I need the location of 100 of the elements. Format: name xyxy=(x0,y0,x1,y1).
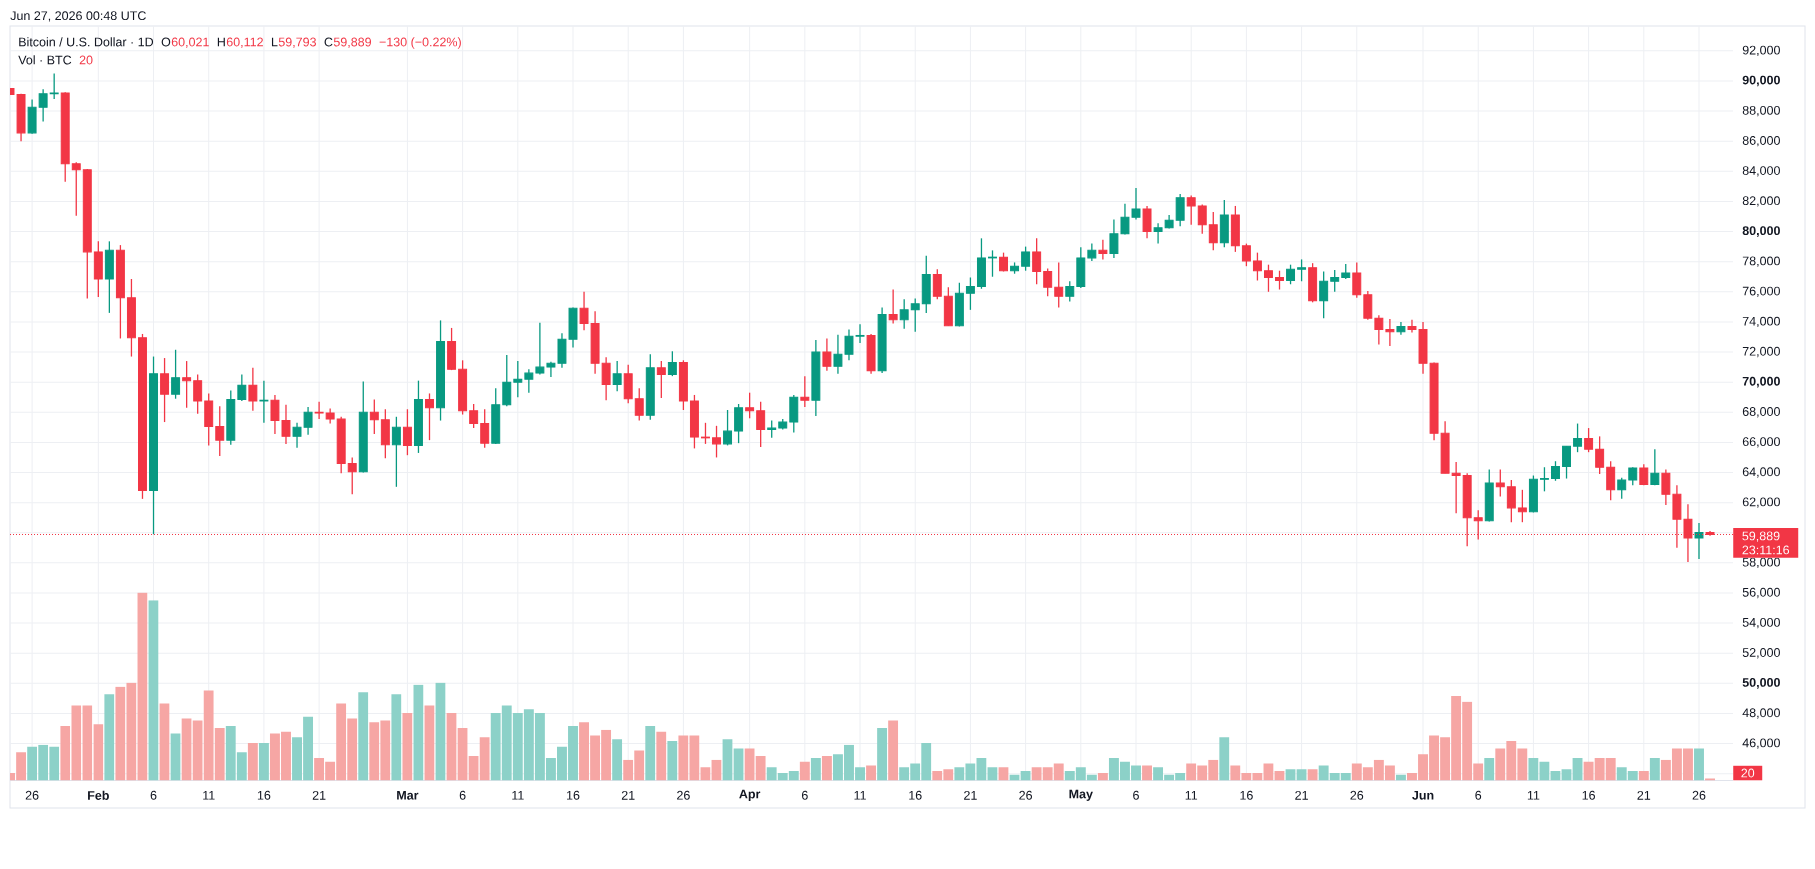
y-tick-label: 50,000 xyxy=(1742,678,1780,689)
candlestick xyxy=(1595,435,1605,475)
candlestick xyxy=(932,268,942,300)
text: 23:11:16 xyxy=(1742,545,1790,555)
candlestick xyxy=(1551,460,1560,482)
bar xyxy=(214,727,225,781)
candlestick xyxy=(667,350,677,377)
candlestick xyxy=(1032,237,1042,285)
candlestick xyxy=(1573,422,1583,453)
y-tick-label: 48,000 xyxy=(1742,708,1780,719)
annotation: 60,021 xyxy=(171,37,209,48)
candlestick xyxy=(182,360,192,409)
x-tick-label: 16 xyxy=(1582,790,1595,800)
bar xyxy=(192,720,203,781)
ref-line-label: 59,889 xyxy=(1742,531,1780,542)
candlestick xyxy=(822,337,832,372)
candlestick xyxy=(193,373,203,415)
bar xyxy=(1097,772,1108,781)
annotation: 59,793 xyxy=(278,37,316,48)
candlestick xyxy=(745,392,755,419)
x-tick-label: Apr xyxy=(739,789,761,801)
bar xyxy=(1031,767,1042,781)
annotation: 60,112 xyxy=(226,37,263,48)
bar xyxy=(479,737,490,781)
candlestick xyxy=(899,298,909,330)
candlestick xyxy=(1175,193,1185,227)
candlestick xyxy=(347,456,357,495)
candlestick xyxy=(425,392,434,441)
candlestick xyxy=(171,349,181,400)
candlestick xyxy=(1330,269,1340,293)
x-tick-label: 21 xyxy=(621,790,635,800)
bar xyxy=(645,726,656,781)
x-tick-label: 6 xyxy=(1475,790,1482,800)
candlestick xyxy=(1275,270,1284,291)
text: Bitcoin / U.S. Dollar · 1D xyxy=(19,37,154,47)
annotation: 59,889 xyxy=(333,37,372,48)
y-tick-label: 54,000 xyxy=(1742,617,1780,629)
candlestick xyxy=(259,379,269,424)
candlestick xyxy=(1628,466,1638,486)
candlestick xyxy=(215,405,225,457)
y-tick-label: 62,000 xyxy=(1742,497,1780,508)
bar xyxy=(16,752,27,781)
bar xyxy=(413,684,424,781)
bar xyxy=(1318,765,1329,781)
candlestick xyxy=(38,88,48,123)
x-tick-label: 11 xyxy=(854,790,866,800)
y-tick-label: 64,000 xyxy=(1742,467,1780,478)
bar xyxy=(799,761,810,781)
bar xyxy=(225,726,236,781)
bar xyxy=(137,592,148,781)
candlestick xyxy=(723,409,733,447)
candlestick xyxy=(756,401,766,448)
bar xyxy=(1649,757,1660,781)
candlestick xyxy=(1374,314,1384,346)
x-tick-label: 21 xyxy=(1295,790,1308,800)
x-tick-label: 26 xyxy=(677,790,690,800)
bar xyxy=(71,705,82,781)
x-tick-label: 6 xyxy=(150,790,157,800)
x-tick-label: 26 xyxy=(25,790,39,800)
candlestick xyxy=(391,416,401,488)
candlestick xyxy=(910,297,920,333)
bar xyxy=(987,767,998,781)
candlestick xyxy=(800,375,810,408)
x-tick-label: Mar xyxy=(397,790,419,800)
candlestick xyxy=(1065,280,1075,303)
bar xyxy=(888,720,899,781)
y-tick-label: 46,000 xyxy=(1742,738,1780,749)
y-tick-label: 58,000 xyxy=(1742,557,1780,569)
candlestick xyxy=(1363,290,1373,321)
bar xyxy=(446,712,457,781)
bar xyxy=(722,739,733,781)
candlestick xyxy=(524,368,534,394)
bar xyxy=(1484,757,1495,781)
candlestick xyxy=(1506,479,1516,523)
y-tick-label: 68,000 xyxy=(1742,407,1780,418)
bar xyxy=(512,712,523,781)
bar xyxy=(866,765,877,781)
candlestick xyxy=(469,403,479,429)
annotation: L xyxy=(271,37,278,47)
x-tick-label: 26 xyxy=(1019,790,1033,800)
x-tick-label: 6 xyxy=(801,790,808,800)
candlestick xyxy=(1584,427,1594,453)
candlestick xyxy=(513,360,523,398)
x-tick-label: 11 xyxy=(512,790,524,800)
candlestick xyxy=(1650,448,1660,486)
candlestick xyxy=(1241,242,1251,267)
y-tick-label: 78,000 xyxy=(1742,256,1780,267)
candlestick xyxy=(1252,251,1262,282)
x-tick-label: 16 xyxy=(1240,790,1253,800)
bar xyxy=(612,739,623,781)
candlestick xyxy=(1142,205,1152,239)
y-tick-label: 88,000 xyxy=(1742,105,1780,117)
chart-title: Vol · BTC xyxy=(18,55,72,65)
x-tick-label: 11 xyxy=(1185,790,1198,800)
y-tick-label: 66,000 xyxy=(1742,437,1780,448)
candlestick xyxy=(1319,270,1329,319)
y-tick-label: 90,000 xyxy=(1742,75,1780,87)
candlestick xyxy=(988,249,997,278)
bar xyxy=(1219,737,1230,781)
y-tick-label: 80,000 xyxy=(1742,226,1780,237)
